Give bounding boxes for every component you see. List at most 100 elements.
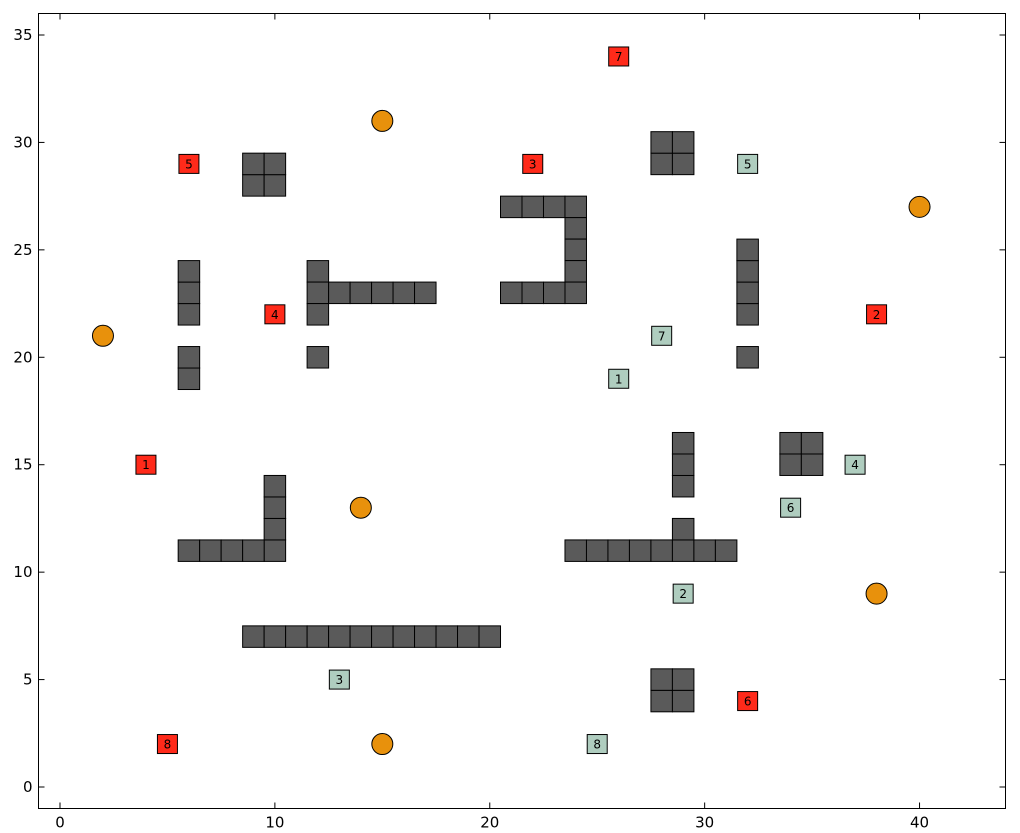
obstacle-cell [263,474,287,498]
red-agent-5: 5 [178,153,200,174]
red-agent-box [135,454,157,475]
obstacle-cell [564,260,587,283]
obstacle-cell [371,625,394,648]
obstacle-cell [263,152,287,176]
obstacle-cell [607,539,630,562]
red-agent-box [264,304,286,325]
red-agent-3: 3 [522,153,544,174]
obstacle-cell [306,346,330,369]
plot-background [38,13,1006,809]
obstacle-cell [671,152,695,176]
obstacles-layer [177,131,824,713]
obstacle-cell [800,453,824,476]
obstacle-cell [542,281,566,305]
x-tick-label: 10 [265,814,284,832]
obstacle-cell [564,238,587,262]
obstacle-cell [671,453,695,476]
obstacle-cell [177,260,201,283]
green-agent-label: 8 [593,738,601,752]
obstacle-cell [542,195,566,219]
green-agent-8: 8 [586,734,608,755]
green-agent-2: 2 [672,583,694,604]
obstacle-cell [306,625,330,648]
green-agent-box [737,153,759,174]
obstacle-cell [736,303,759,326]
red-agent-6: 6 [737,691,759,712]
obstacle-cell [628,539,652,562]
obstacle-cell [414,281,437,305]
obstacle-cell [199,539,222,562]
obstacle-cell [242,174,265,197]
obstacle-cell [285,625,308,648]
obstacle-cell [263,174,287,197]
red-agent-2: 2 [866,304,888,325]
obstacle-cell [242,152,265,176]
red-agent-label: 4 [271,308,279,322]
obstacle-cell [435,625,459,648]
obstacle-cell [779,453,802,476]
red-agent-box [178,153,200,174]
obstacle-cell [521,195,544,219]
obstacle-cell [650,539,673,562]
y-tick-label: 35 [13,26,32,44]
obstacle-cell [564,217,587,240]
goal-marker [371,109,394,132]
goals-layer [91,109,931,756]
green-agent-5: 5 [737,153,759,174]
agents-layer: 1 2 3 4 5 6 7 8 1 2 3 4 5 6 7 8 [135,46,888,755]
obstacle-cell [779,431,802,455]
obstacle-cell [650,689,673,713]
obstacle-cell [177,367,201,391]
y-tick-label: 0 [23,778,33,796]
obstacle-cell [650,131,673,154]
obstacle-cell [306,303,330,326]
green-agent-label: 3 [336,673,344,687]
green-agent-box [780,497,802,518]
y-tick-label: 30 [13,133,32,151]
y-tick-label: 20 [13,348,32,366]
obstacle-cell [263,625,287,648]
obstacle-cell [414,625,437,648]
obstacle-cell [306,281,330,305]
obstacle-cell [671,539,695,562]
obstacle-cell [671,689,695,713]
obstacle-cell [650,668,673,691]
obstacle-cell [263,496,287,519]
x-tick-label: 0 [55,814,65,832]
obstacle-cell [263,517,287,541]
red-agent-box [608,46,630,67]
obstacle-cell [457,625,480,648]
obstacle-cell [306,260,330,283]
obstacle-cell [564,281,587,305]
red-agent-label: 8 [164,738,172,752]
red-agent-label: 6 [744,695,752,709]
obstacle-cell [220,539,244,562]
green-agent-box [586,734,608,755]
obstacle-cell [177,539,201,562]
axes-frame [38,13,1006,809]
x-tick-label: 20 [480,814,499,832]
obstacle-cell [177,303,201,326]
obstacle-cell [671,474,695,498]
red-agent-box [737,691,759,712]
green-agent-1: 1 [608,368,630,389]
obstacle-cell [800,431,824,455]
obstacle-cell [650,152,673,176]
red-agent-label: 7 [615,50,623,64]
goal-marker [908,195,931,218]
obstacle-cell [349,625,373,648]
red-agent-label: 5 [185,157,193,171]
obstacle-cell [736,281,759,305]
obstacle-cell [177,346,201,369]
obstacle-cell [693,539,716,562]
obstacle-cell [671,668,695,691]
goal-marker [371,733,394,756]
red-agent-box [156,734,178,755]
obstacle-cell [500,281,523,305]
obstacle-cell [736,238,759,262]
obstacle-cell [392,281,416,305]
green-agent-label: 6 [787,501,795,515]
red-agent-label: 3 [529,157,537,171]
